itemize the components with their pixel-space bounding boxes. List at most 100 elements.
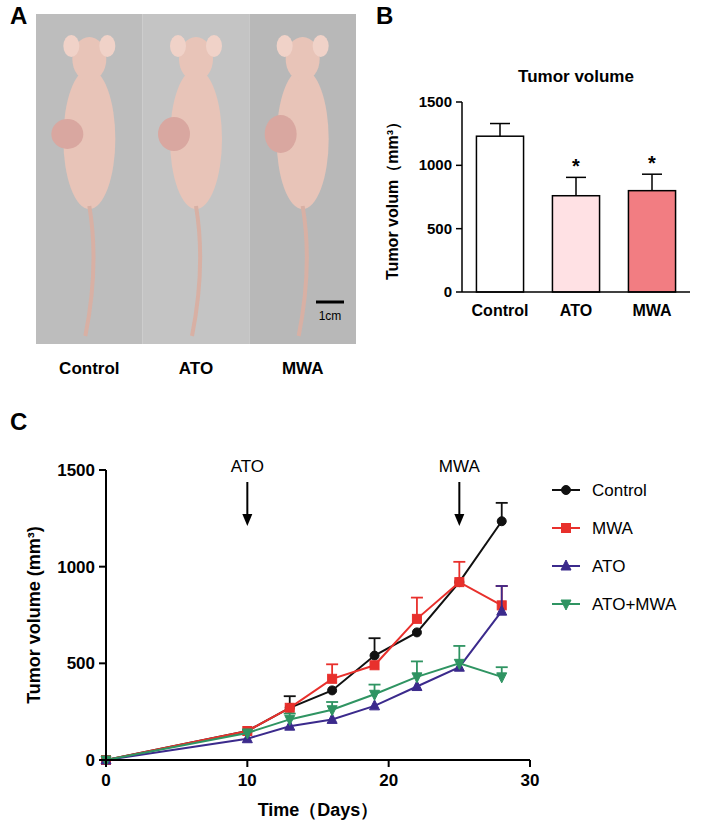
marker (285, 703, 294, 712)
scale-bar-label: 1cm (319, 309, 342, 323)
tick-label: 1500 (419, 93, 452, 110)
significance: * (648, 152, 656, 174)
marker (412, 673, 422, 683)
photo-label: Control (59, 359, 119, 378)
error-cap (490, 123, 510, 125)
marker (497, 517, 506, 526)
marker (285, 715, 295, 725)
tick (99, 469, 106, 471)
marker (455, 578, 464, 587)
marker (327, 706, 337, 716)
error-cap (496, 585, 508, 587)
marker (455, 578, 464, 587)
tick (99, 566, 106, 568)
tick-label: 0 (444, 283, 452, 300)
error-bar (642, 174, 662, 190)
tick-label: 0 (101, 771, 110, 790)
legend-entry: Control (552, 481, 647, 500)
series-line (106, 582, 502, 760)
mouse-ear (63, 35, 79, 57)
annotation: ATO (231, 457, 264, 476)
panel-letter: B (376, 2, 393, 29)
marker (370, 690, 380, 700)
photo-label: MWA (282, 359, 324, 378)
photo-label: ATO (179, 359, 213, 378)
tick-label: 1000 (419, 156, 452, 173)
error-cap (284, 713, 296, 715)
marker (412, 614, 421, 623)
legend-label: MWA (592, 519, 634, 538)
mouse-ear (99, 35, 115, 57)
legend-marker (561, 560, 571, 570)
scale-bar (316, 301, 344, 304)
photo-background (249, 14, 356, 344)
annotation: MWA (439, 457, 481, 476)
error-cap (326, 701, 338, 703)
error-cap (453, 561, 465, 563)
tick-label: ATO (560, 302, 592, 319)
tumor (265, 115, 297, 153)
marker (328, 674, 337, 683)
mouse-tail (192, 206, 200, 336)
annotation-arrow (242, 482, 252, 526)
tick (456, 165, 462, 167)
tick-label: 10 (238, 771, 257, 790)
error-stem (575, 177, 577, 195)
tick-label: 500 (67, 654, 95, 673)
tumor (51, 119, 83, 149)
mouse-tail (299, 206, 307, 336)
axis-title: Time（Days） (258, 800, 379, 820)
arrow-head (242, 514, 252, 526)
series-line (106, 663, 502, 760)
axis-title: Tumor volum（mm³） (384, 114, 402, 280)
tick (99, 662, 106, 664)
mouse-ear (313, 35, 329, 57)
tick-label: 500 (427, 220, 452, 237)
tick (105, 760, 107, 767)
error-cap (284, 695, 296, 697)
legend-entry: ATO+MWA (552, 595, 677, 614)
marker (454, 659, 464, 669)
legend-marker (562, 486, 571, 495)
chart-title: Tumor volume (518, 67, 634, 86)
annotation-arrow (454, 482, 464, 526)
legend-label: ATO (592, 557, 625, 576)
tick (99, 759, 106, 761)
legend-entry: MWA (552, 519, 634, 538)
error-cap (369, 637, 381, 639)
tumor (158, 117, 190, 151)
marker (242, 729, 252, 739)
mouse-ear (277, 35, 293, 57)
panel-letter: A (10, 2, 27, 29)
error-cap (326, 663, 338, 665)
mouse-ear (206, 35, 222, 57)
error-stem (499, 124, 501, 137)
tick-label: 1000 (57, 558, 95, 577)
significance: * (572, 155, 580, 177)
bar (552, 196, 599, 292)
series-line (106, 611, 502, 760)
photo-background (143, 14, 250, 344)
arrow-head (454, 514, 464, 526)
tick (456, 101, 462, 103)
bar (476, 136, 523, 292)
x-axis (462, 291, 690, 293)
photo-background (36, 14, 143, 344)
marker (370, 661, 379, 670)
lines (101, 503, 508, 766)
error-cap (496, 666, 508, 668)
error-cap (496, 585, 508, 587)
marker (328, 686, 337, 695)
x-axis (106, 759, 530, 761)
legend-marker (561, 600, 571, 610)
tick-label: 0 (86, 751, 95, 770)
tick-label: Control (472, 302, 529, 319)
y-axis (461, 102, 463, 292)
y-axis (105, 470, 107, 760)
error-cap (369, 684, 381, 686)
panel-letter: C (10, 408, 27, 435)
tick-label: 30 (521, 771, 540, 790)
error-cap (411, 661, 423, 663)
legend-entry: ATO (552, 557, 625, 576)
tick-label: 20 (379, 771, 398, 790)
